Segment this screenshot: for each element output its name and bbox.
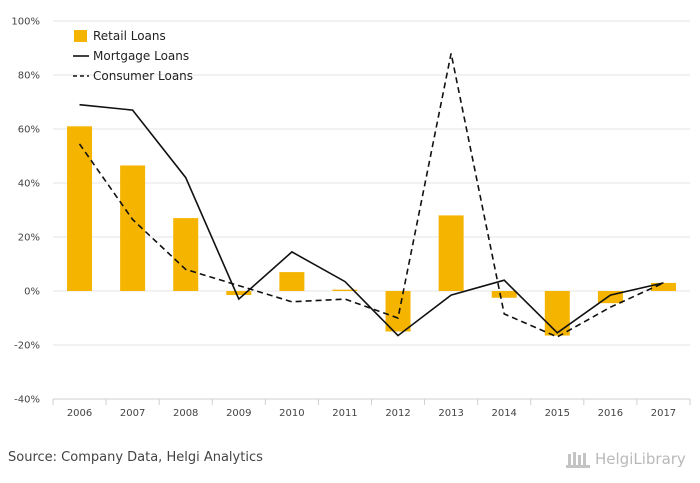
line-mortgage-loans — [79, 103, 664, 337]
bar-retail-loans-2015 — [544, 291, 570, 336]
y-tick-label: 0% — [24, 287, 40, 298]
legend-label: Retail Loans — [93, 29, 166, 43]
legend-label: Consumer Loans — [93, 69, 193, 83]
legend-label: Mortgage Loans — [93, 49, 189, 63]
bar-retail-loans-2012 — [385, 291, 411, 332]
line-consumer-loans — [78, 53, 664, 338]
y-tick-label: 40% — [18, 179, 40, 190]
brand-logo: HelgiLibrary — [565, 447, 686, 471]
legend-item-consumer-loans: Consumer Loans — [73, 69, 193, 83]
x-tick-label: 2011 — [332, 408, 357, 419]
x-axis — [52, 398, 691, 405]
x-tick-label: 2016 — [598, 408, 623, 419]
y-tick-label: 100% — [11, 17, 40, 28]
x-tick-label: 2015 — [545, 408, 570, 419]
y-tick-label: -40% — [14, 395, 40, 406]
x-tick-label: 2012 — [385, 408, 410, 419]
x-tick-label: 2008 — [173, 408, 198, 419]
bar-retail-loans-2014 — [491, 291, 517, 298]
y-tick-label: 80% — [18, 71, 40, 82]
source-note: Source: Company Data, Helgi Analytics — [8, 450, 263, 465]
library-icon — [566, 452, 590, 468]
bar-retail-loans-2008 — [173, 218, 199, 291]
x-tick-label: 2007 — [120, 408, 145, 419]
grid — [53, 20, 690, 400]
x-tick-label: 2006 — [67, 408, 92, 419]
y-tick-label: 60% — [18, 125, 40, 136]
x-tick-label: 2014 — [491, 408, 516, 419]
x-tick-labels: 2006 2007 2008 2009 2010 2011 2012 2013 2014 2015… — [67, 408, 676, 419]
chart: -40%-20%0%20%40%60%80%100% 2006 2007 2008 2… — [11, 17, 691, 419]
legend-item-mortgage-loans: Mortgage Loans — [73, 49, 189, 63]
x-tick-label: 2017 — [651, 408, 676, 419]
x-tick-label: 2013 — [438, 408, 463, 419]
legend-swatch — [74, 30, 87, 42]
brand-name: HelgiLibrary — [595, 450, 686, 468]
y-axis: -40% -20% 0% 20% 40% 60% 80% 100% — [11, 17, 40, 406]
series-retail-loans — [67, 126, 676, 336]
bar-retail-loans-2011 — [332, 289, 358, 291]
x-tick-label: 2009 — [226, 408, 251, 419]
bar-retail-loans-2006 — [67, 126, 93, 291]
line-series — [78, 53, 664, 338]
legend: Retail Loans Mortgage Loans Consumer Loans — [73, 29, 193, 83]
x-tick-label: 2010 — [279, 408, 304, 419]
bar-retail-loans-2009 — [226, 291, 252, 296]
bar-retail-loans-2010 — [279, 272, 305, 291]
y-tick-label: 20% — [18, 233, 40, 244]
legend-item-retail-loans: Retail Loans — [74, 29, 166, 43]
bar-retail-loans-2017 — [650, 282, 676, 291]
bar-retail-loans-2013 — [438, 215, 464, 291]
y-tick-label: -20% — [14, 341, 40, 352]
